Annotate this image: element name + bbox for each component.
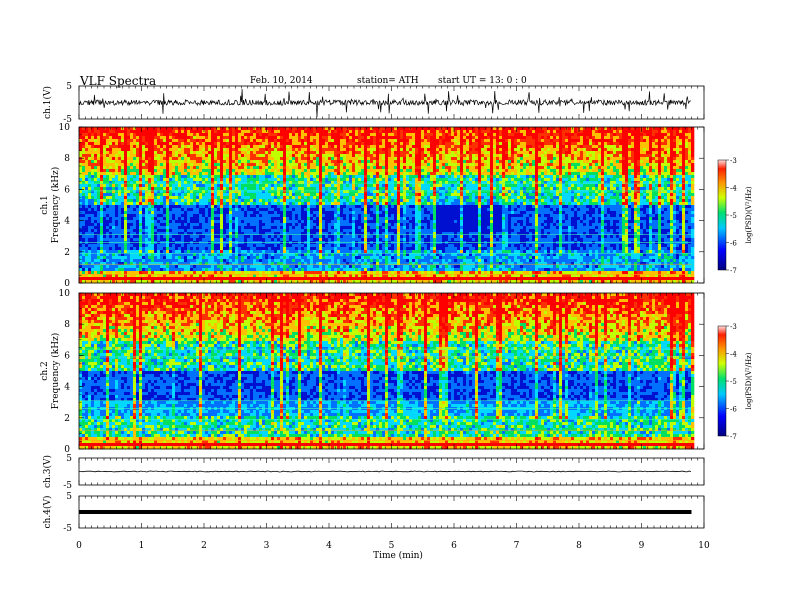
ch2-spectrogram-ytick-4: 8 [64, 320, 70, 330]
ch3-waveform-ylabel: ch.3(V) [42, 455, 53, 488]
ch2-spectrogram-channel-label: ch.2 [40, 361, 50, 380]
ch4-waveform-ytick-1: -5 [63, 524, 72, 534]
start-ut-label: start UT = 13: 0 : 0 [438, 76, 527, 86]
ch2-spectrogram-colorbar-tick-0: -3 [730, 323, 737, 331]
ch2-spectrogram-cells [79, 293, 695, 450]
ch1-spectrogram-channel-label: ch.1 [40, 195, 50, 214]
ch1-spectrogram-ytick-4: 8 [64, 154, 70, 164]
ch1-spectrogram-colorbar-tick-4: -7 [730, 267, 737, 275]
date-label: Feb. 10, 2014 [250, 76, 313, 86]
ch1-spectrogram-colorbar-tick-3: -6 [730, 240, 737, 248]
ch2-spectrogram-ytick-0: 0 [64, 445, 70, 455]
ch4-waveform-ytick-0: 5 [66, 492, 72, 502]
x-tick-label-9: 9 [639, 541, 645, 551]
ch1-spectrogram-ytick-3: 6 [64, 185, 70, 195]
ch1-waveform-ytick-0: 5 [66, 82, 72, 92]
ch3-waveform-ytick-1: -5 [63, 481, 72, 491]
ch3-waveform-ytick-0: 5 [66, 454, 72, 464]
ch1-spectrogram-colorbar-tick-1: -4 [730, 185, 737, 193]
ch2-spectrogram-colorbar-tick-1: -4 [730, 351, 737, 359]
ch1-spectrogram-ylabel: Frequency (kHz) [50, 167, 61, 244]
station-label: station= ATH [357, 76, 419, 86]
ch1-spectrogram-cells [79, 127, 695, 284]
ch1-waveform-ytick-1: -5 [63, 115, 72, 125]
ch1-spectrogram-colorbar [717, 159, 727, 271]
ch4-waveform-ylabel: ch.4(V) [42, 496, 53, 529]
x-tick-label-5: 5 [389, 541, 395, 551]
x-tick-label-6: 6 [451, 541, 457, 551]
ch1-waveform-ylabel: ch.1(V) [42, 86, 53, 119]
ch1-spectrogram-ytick-0: 0 [64, 279, 70, 289]
ch2-spectrogram-colorbar-tick-4: -7 [730, 433, 737, 441]
ch2-spectrogram-ytick-2: 4 [64, 383, 70, 393]
x-axis-label: Time (min) [373, 550, 423, 561]
x-tick-label-3: 3 [264, 541, 270, 551]
x-tick-label-10: 10 [698, 541, 710, 551]
ch2-spectrogram-ylabel: Frequency (kHz) [50, 333, 61, 410]
ch1-spectrogram-colorbar-tick-0: -3 [730, 157, 737, 165]
ch1-spectrogram-ytick-5: 10 [59, 123, 71, 133]
ch2-spectrogram-ytick-1: 2 [64, 414, 70, 424]
ch2-spectrogram-colorbar-tick-2: -5 [730, 378, 737, 386]
x-tick-label-7: 7 [514, 541, 520, 551]
x-tick-label-8: 8 [576, 541, 582, 551]
x-tick-label-4: 4 [326, 541, 332, 551]
x-tick-label-1: 1 [139, 541, 145, 551]
ch2-spectrogram-ytick-3: 6 [64, 351, 70, 361]
x-tick-label-2: 2 [201, 541, 207, 551]
ch1-spectrogram-ytick-2: 4 [64, 217, 70, 227]
ch2-spectrogram-colorbar-label: log(PSD)(V²/Hz) [745, 352, 753, 409]
ch1-spectrogram-ytick-1: 2 [64, 248, 70, 258]
ch2-spectrogram-colorbar [717, 325, 727, 437]
ch2-spectrogram-ytick-5: 10 [59, 289, 71, 299]
ch3-waveform-line [79, 470, 692, 473]
ch1-spectrogram-colorbar-label: log(PSD)(V²/Hz) [745, 186, 753, 243]
ch1-waveform-line [78, 89, 691, 118]
ch1-spectrogram-colorbar-tick-2: -5 [730, 212, 737, 220]
figure-title: VLF Spectra [80, 74, 156, 88]
ch2-spectrogram-colorbar-tick-3: -6 [730, 406, 737, 414]
x-tick-label-0: 0 [76, 541, 82, 551]
